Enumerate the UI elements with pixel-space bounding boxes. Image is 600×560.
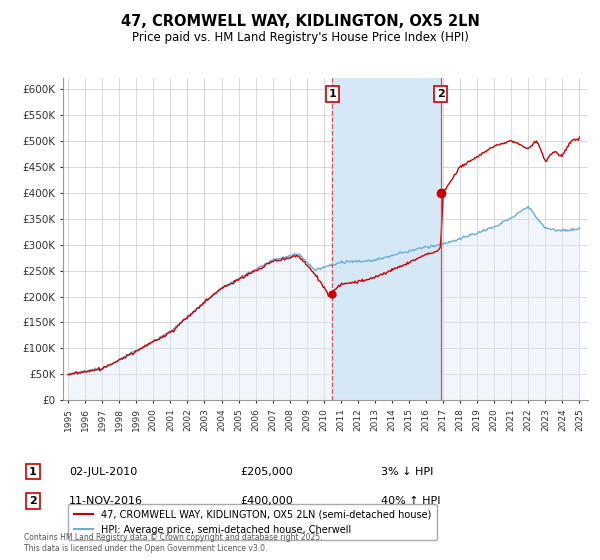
Text: Price paid vs. HM Land Registry's House Price Index (HPI): Price paid vs. HM Land Registry's House … bbox=[131, 31, 469, 44]
Bar bbox=[332, 78, 440, 400]
Text: £205,000: £205,000 bbox=[240, 466, 293, 477]
Text: 2: 2 bbox=[29, 496, 37, 506]
Text: 1: 1 bbox=[328, 89, 336, 99]
Text: 2: 2 bbox=[437, 89, 445, 99]
Text: 47, CROMWELL WAY, KIDLINGTON, OX5 2LN: 47, CROMWELL WAY, KIDLINGTON, OX5 2LN bbox=[121, 14, 479, 29]
Text: 1: 1 bbox=[29, 466, 37, 477]
Text: 11-NOV-2016: 11-NOV-2016 bbox=[69, 496, 143, 506]
Text: 02-JUL-2010: 02-JUL-2010 bbox=[69, 466, 137, 477]
Text: £400,000: £400,000 bbox=[240, 496, 293, 506]
Text: 3% ↓ HPI: 3% ↓ HPI bbox=[381, 466, 433, 477]
Text: 40% ↑ HPI: 40% ↑ HPI bbox=[381, 496, 440, 506]
Legend: 47, CROMWELL WAY, KIDLINGTON, OX5 2LN (semi-detached house), HPI: Average price,: 47, CROMWELL WAY, KIDLINGTON, OX5 2LN (s… bbox=[68, 504, 437, 540]
Text: Contains HM Land Registry data © Crown copyright and database right 2025.
This d: Contains HM Land Registry data © Crown c… bbox=[24, 533, 323, 553]
